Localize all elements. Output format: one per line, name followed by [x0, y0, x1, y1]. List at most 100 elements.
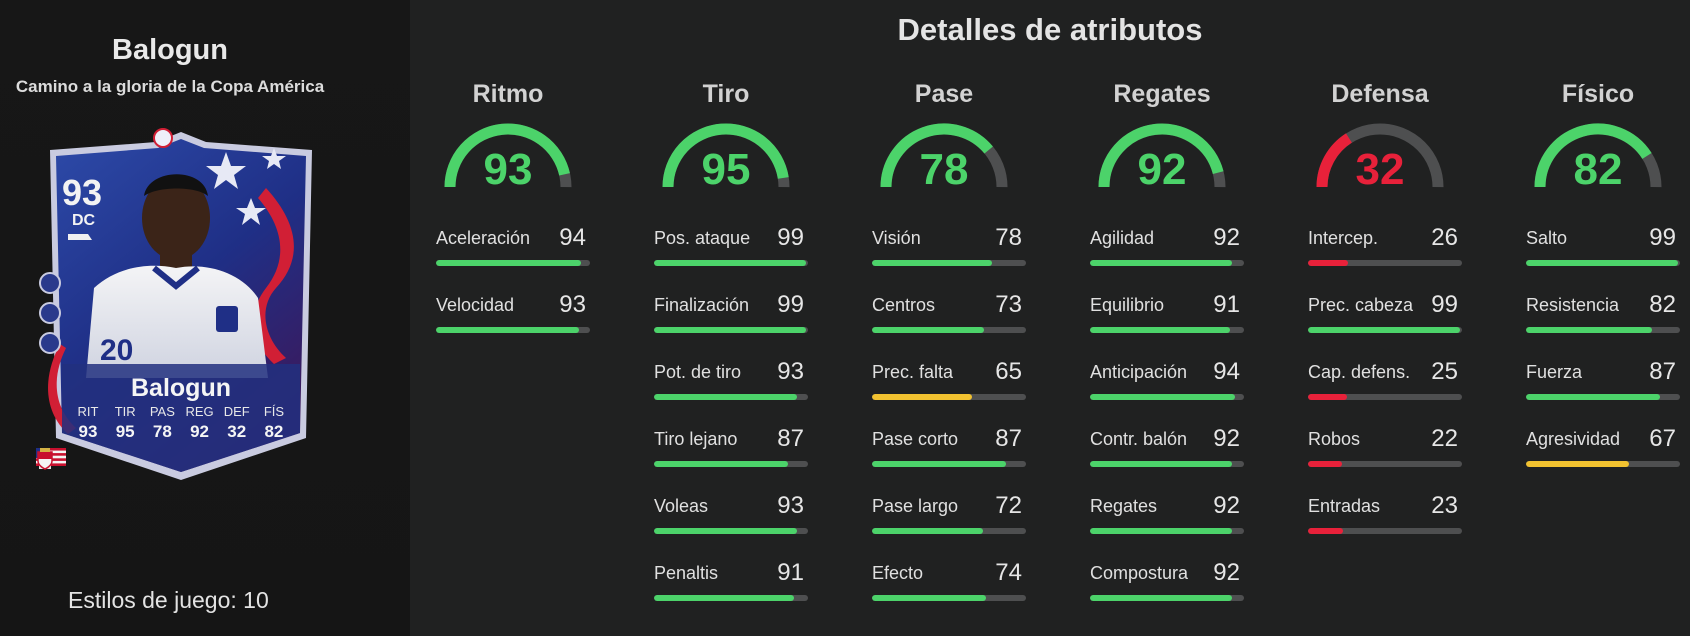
- attribute-label: Visión: [872, 228, 921, 248]
- attribute-row: Finalización 99: [654, 291, 808, 351]
- attribute-bar-fill: [436, 327, 580, 333]
- category-value: 92: [1137, 145, 1187, 194]
- attribute-bar-fill: [872, 260, 993, 266]
- category-value: 95: [701, 145, 751, 194]
- attribute-bar: [1090, 260, 1244, 266]
- attribute-value: 22: [1431, 425, 1458, 452]
- attribute-label: Compostura: [1090, 563, 1189, 583]
- attribute-label: Finalización: [654, 295, 750, 315]
- card-stat-value: 92: [190, 422, 210, 441]
- card-stat-value: 93: [78, 422, 98, 441]
- attribute-label: Contr. balón: [1090, 429, 1188, 449]
- card-background: 20: [39, 128, 312, 480]
- gauge-arc: [880, 123, 1008, 188]
- category-gauge: 32: [1315, 121, 1445, 194]
- attribute-bar-fill: [872, 595, 986, 601]
- card-stat-value: 82: [264, 422, 284, 441]
- attribute-bar-fill: [654, 327, 807, 333]
- attribute-row: Centros 73: [872, 291, 1026, 351]
- attribute-value: 87: [1649, 358, 1676, 385]
- svg-text:20: 20: [100, 334, 133, 367]
- category-gauge: 82: [1533, 121, 1663, 194]
- card-player-name: Balogun: [131, 374, 231, 402]
- card-stat-label: TIR: [114, 404, 136, 419]
- card-stat: PAS 78: [144, 404, 180, 442]
- category-físico: Físico 82 Salto 99 Resistencia 82 Fuerza 87 Agre…: [1518, 80, 1680, 467]
- card-stat: DEF 32: [219, 404, 255, 442]
- card-stat: TIR 95: [107, 404, 143, 442]
- gauge-fill: [880, 123, 993, 188]
- attribute-bar-fill: [1308, 260, 1349, 266]
- card-stat-value: 78: [152, 422, 172, 441]
- attribute-bar-fill: [1090, 327, 1231, 333]
- attribute-label: Pase largo: [872, 496, 959, 516]
- category-regates: Regates 92 Agilidad 92 Equilibrio 91 Anticipac…: [1082, 80, 1244, 601]
- attribute-value: 91: [1213, 291, 1240, 318]
- attribute-row: Penaltis 91: [654, 559, 808, 619]
- attribute-bar-fill: [1090, 260, 1232, 266]
- attribute-row: Pos. ataque 99: [654, 224, 808, 284]
- attribute-bar: [872, 327, 1026, 333]
- card-stat-label: DEF: [223, 404, 250, 419]
- attribute-label: Pase corto: [872, 429, 959, 449]
- card-stats: RIT 93 TIR 95 PAS 78 REG 92 DEF 32 FÍS 82: [70, 404, 292, 442]
- card-stat-label: RIT: [77, 404, 99, 419]
- attribute-label: Agresividad: [1526, 429, 1621, 449]
- attribute-bar: [654, 394, 808, 400]
- attribute-bar-fill: [1308, 528, 1344, 534]
- attribute-row: Prec. cabeza 99: [1308, 291, 1462, 351]
- attribute-row: Equilibrio 91: [1090, 291, 1244, 351]
- attribute-label: Regates: [1090, 496, 1158, 516]
- attribute-bar: [1308, 528, 1462, 534]
- gauge-fill: [1534, 123, 1652, 188]
- attribute-bar: [872, 595, 1026, 601]
- attribute-row: Visión 78: [872, 224, 1026, 284]
- category-tiro: Tiro 95 Pos. ataque 99 Finalización 99 Pot. de…: [646, 80, 808, 601]
- attribute-value: 78: [995, 224, 1022, 251]
- gauge-arc: [662, 123, 790, 188]
- category-defensa: Defensa 32 Intercep. 26 Prec. cabeza 99 Cap. d…: [1300, 80, 1462, 534]
- category-ritmo: Ritmo 93 Aceleración 94 Velocidad 93: [428, 80, 590, 333]
- attribute-bar-fill: [872, 461, 1006, 467]
- gauge-fill: [444, 123, 570, 188]
- attribute-bar-fill: [872, 327, 985, 333]
- attribute-bar-fill: [654, 461, 788, 467]
- attribute-value: 87: [777, 425, 804, 452]
- attribute-bar-fill: [1090, 461, 1232, 467]
- attribute-value: 26: [1431, 224, 1458, 251]
- attribute-bar: [1526, 327, 1680, 333]
- attribute-row: Cap. defens. 25: [1308, 358, 1462, 418]
- attribute-row: Resistencia 82: [1526, 291, 1680, 351]
- attribute-row: Tiro lejano 87: [654, 425, 808, 485]
- gauge-fill: [1316, 133, 1353, 188]
- gauge-arc: [444, 123, 572, 188]
- card-stat: RIT 93: [70, 404, 106, 442]
- attribute-label: Prec. falta: [872, 362, 954, 382]
- attribute-value: 67: [1649, 425, 1676, 452]
- attribute-bar-fill: [872, 528, 983, 534]
- attribute-label: Efecto: [872, 563, 924, 583]
- attribute-row: Robos 22: [1308, 425, 1462, 485]
- attribute-value: 93: [777, 358, 804, 385]
- attribute-label: Centros: [872, 295, 936, 315]
- attribute-bar-fill: [654, 394, 798, 400]
- attribute-bar-fill: [654, 595, 795, 601]
- attribute-label: Velocidad: [436, 295, 515, 315]
- attribute-bar: [1090, 595, 1244, 601]
- attribute-value: 93: [777, 492, 804, 519]
- attribute-value: 72: [995, 492, 1022, 519]
- attribute-row: Entradas 23: [1308, 492, 1462, 552]
- attribute-bar-fill: [1090, 394, 1235, 400]
- attribute-row: Agresividad 67: [1526, 425, 1680, 485]
- category-gauge: 95: [661, 121, 791, 194]
- attribute-bar: [1526, 260, 1680, 266]
- attribute-bar: [872, 461, 1026, 467]
- gauge-fill: [662, 123, 789, 188]
- player-card[interactable]: 20 93 DC Balogun RIT 93 TIR 95 PAS 78 REG 92…: [36, 128, 326, 490]
- attribute-bar: [1308, 394, 1462, 400]
- attribute-row: Pase largo 72: [872, 492, 1026, 552]
- attribute-bar: [1308, 260, 1462, 266]
- attribute-bar: [1526, 461, 1680, 467]
- attribute-details-panel: Detalles de atributos Ritmo 93 Aceleración…: [410, 0, 1690, 636]
- attribute-label: Robos: [1308, 429, 1361, 449]
